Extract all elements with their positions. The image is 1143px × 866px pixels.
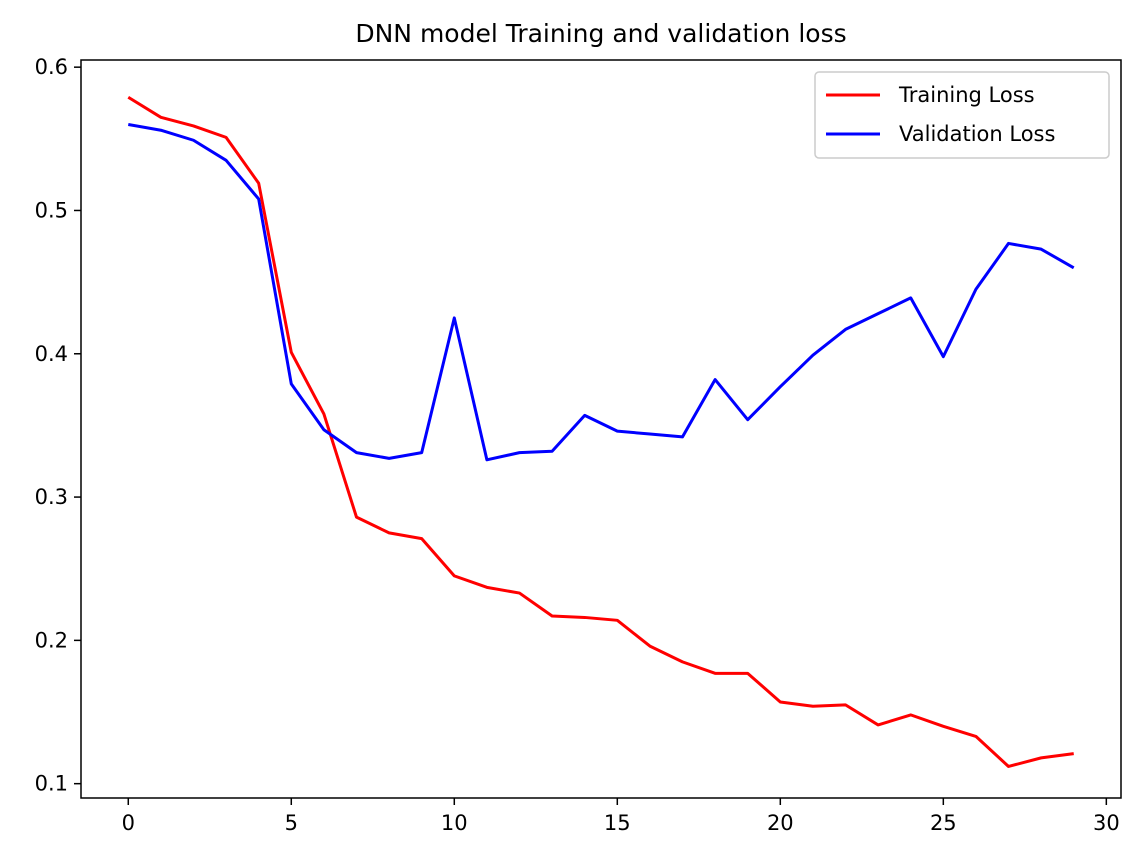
x-axis-ticks: 0 5 10 15 20 25 30 (122, 798, 1120, 835)
validation-loss-line (128, 123, 1075, 462)
y-tick-label: 0.3 (35, 485, 68, 509)
x-tick-label: 30 (1093, 811, 1120, 835)
x-tick-label: 0 (122, 811, 135, 835)
series-lines (127, 95, 1075, 768)
training-loss-line (127, 95, 1074, 768)
y-tick-label: 0.6 (35, 55, 68, 79)
legend-label-training: Training Loss (898, 83, 1035, 107)
x-tick-label: 15 (604, 811, 631, 835)
x-tick-label: 20 (767, 811, 794, 835)
legend-box (814, 71, 1110, 159)
y-tick-label: 0.1 (35, 772, 68, 796)
y-tick-label: 0.5 (35, 198, 68, 222)
chart-title: DNN model Training and validation loss (355, 19, 846, 48)
plot-frame (80, 59, 1122, 799)
x-tick-label: 25 (930, 811, 957, 835)
legend: Training Loss Validation Loss (814, 71, 1110, 159)
x-tick-label: 5 (285, 811, 298, 835)
legend-label-validation: Validation Loss (899, 122, 1055, 146)
x-tick-label: 10 (441, 811, 468, 835)
y-tick-label: 0.4 (35, 342, 68, 366)
y-tick-label: 0.2 (35, 628, 68, 652)
y-axis-ticks: 0.1 0.2 0.3 0.4 0.5 0.6 (35, 55, 81, 796)
